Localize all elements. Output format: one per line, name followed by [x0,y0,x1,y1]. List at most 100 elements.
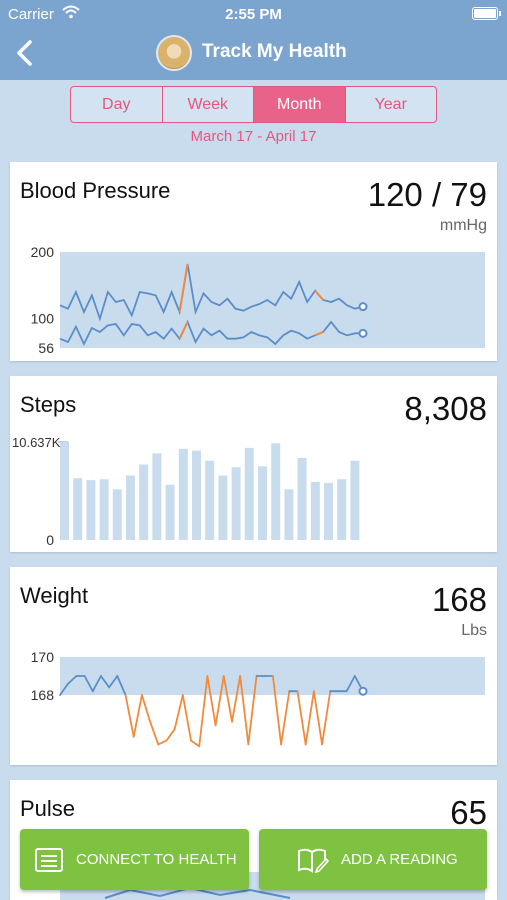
highlight-segment [314,331,324,337]
page-title: Track My Health [202,41,347,62]
latest-point [358,686,368,696]
series-segment [312,690,323,746]
tab-month[interactable]: Month [254,87,346,122]
range-band [60,252,485,348]
connect-to-health-label: CONNECT TO HEALTH [76,851,237,868]
series-segment [222,675,233,723]
blood-pressure-chart: 200 100 56 [31,244,485,356]
y-tick-label: 170 [31,649,55,665]
notebook-edit-icon [297,847,329,873]
back-button[interactable] [10,36,40,70]
connect-to-health-button[interactable]: CONNECT TO HEALTH [20,829,249,890]
bar [112,489,122,540]
card-title: Weight [20,583,89,608]
latest-point [358,302,368,312]
y-tick-label: 200 [31,244,55,260]
bar [258,466,267,540]
date-range: March 17 - April 17 [190,128,317,145]
bar [86,480,96,540]
series-line-diastolic [59,319,363,347]
weight-chart: 170 168 [31,649,485,748]
series-segment [91,675,102,693]
y-tick-label: 100 [31,311,55,327]
bar [324,482,333,540]
steps-chart: 10.637K 0 [12,435,360,548]
card-title: Steps [20,392,77,417]
bar [192,450,201,540]
tab-year[interactable]: Year [374,95,407,113]
chevron-left-icon [17,40,32,66]
highlight-segment [178,263,189,313]
blood-pressure-value: 120 / 79 [367,176,487,213]
bar [126,475,135,540]
series-segment [214,675,225,727]
bar [152,453,162,540]
bar [310,481,320,540]
blood-pressure-card[interactable]: Blood Pressure 120 / 79 mmHg 200 100 56 [10,162,497,361]
tab-day[interactable]: Day [71,87,163,122]
series-segment [173,694,184,731]
series-segment [165,728,176,742]
series-segment [239,675,250,746]
tab-week[interactable]: Week [163,87,254,122]
card-title: Pulse [20,796,76,821]
blood-pressure-unit: mmHg [439,217,487,234]
bar [231,467,241,540]
series-segment [304,690,315,746]
avatar[interactable] [156,35,192,71]
bar [139,464,149,540]
list-icon [34,847,64,873]
carrier-label: Carrier [8,6,54,23]
nav-bar: Track My Health [0,28,507,78]
latest-point [358,328,368,338]
weight-card[interactable]: Weight 168 Lbs 170 168 [10,567,497,765]
highlight-segment [314,290,324,301]
y-tick-label: 56 [38,340,54,356]
series-segment [296,690,307,746]
series-segment [67,675,78,685]
series-segment [132,694,143,738]
battery-icon [472,7,501,20]
series-segment [190,739,201,748]
series-segment [231,675,242,723]
add-reading-label: ADD A READING [341,851,458,868]
series-segment [247,675,258,746]
period-selector: Day Week Month Year [70,86,437,123]
series-segment [280,690,291,746]
series-segment [149,720,160,746]
bar [244,447,254,540]
bar [178,448,188,540]
series-segment [100,675,111,689]
bar [218,475,228,540]
weight-unit: Lbs [461,622,487,639]
bar [284,489,294,540]
header: Carrier 2:55 PM Track My Health [0,0,507,80]
series-segment [116,675,127,696]
bar [297,458,307,540]
bar [337,479,347,540]
add-reading-button[interactable]: ADD A READING [259,829,487,890]
card-title: Blood Pressure [20,178,171,203]
series-segment [157,739,168,746]
bar [60,442,69,540]
y-tick-label: 10.637K [12,435,61,450]
wifi-icon [62,5,80,23]
steps-card[interactable]: Steps 8,308 10.637K 0 [10,376,497,552]
series-segment [321,690,332,746]
bar [99,479,109,540]
series-segment [108,675,119,689]
series-segment [124,694,135,738]
pulse-value: 65 [450,794,487,831]
series-segment [206,675,217,727]
bar [73,478,83,540]
status-bar: Carrier 2:55 PM [0,0,507,28]
series-segment [59,682,70,696]
clock: 2:55 PM [225,6,282,23]
series-segment [140,694,151,723]
series-segment [83,675,94,693]
series-line-systolic [59,263,364,322]
series-segment [272,675,283,746]
weight-value: 168 [431,581,487,618]
series-segment [198,675,209,748]
bar [350,460,360,540]
